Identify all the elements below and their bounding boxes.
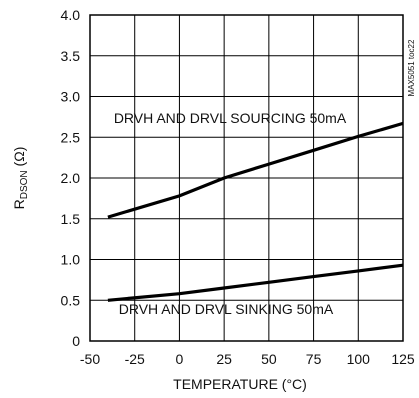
x-tick-label: 125: [391, 351, 415, 367]
x-tick-label: 100: [347, 351, 371, 367]
series-lines: [107, 121, 404, 302]
y-axis-label-main: R: [11, 199, 27, 209]
series-label-sourcing: DRVH AND DRVL SOURCING 50mA: [114, 110, 347, 126]
y-tick-label: 2.0: [61, 170, 81, 186]
y-axis-label-unit: (Ω): [11, 147, 27, 171]
grid: [89, 14, 404, 342]
y-tick-label: 4.0: [61, 7, 81, 23]
x-tick-label: 0: [176, 351, 184, 367]
x-tick-label: 50: [261, 351, 277, 367]
figure-code-watermark: MAX5051 toc22: [407, 39, 416, 96]
y-tick-label: 1.5: [61, 211, 81, 227]
x-tick-labels: -50 -25 0 25 50 75 100 125: [80, 351, 415, 367]
x-tick-label: -25: [125, 351, 145, 367]
y-tick-label: 1.0: [61, 252, 81, 268]
y-axis-label: RDSON (Ω): [11, 147, 30, 210]
y-tick-label: 0.5: [61, 292, 81, 308]
x-tick-label: 75: [306, 351, 322, 367]
x-axis-label: TEMPERATURE (°C): [173, 376, 307, 392]
y-tick-label: 0: [72, 333, 80, 349]
series-line-sinking: [107, 263, 404, 302]
x-tick-label: 25: [216, 351, 232, 367]
y-tick-labels: 0 0.5 1.0 1.5 2.0 2.5 3.0 3.5 4.0: [61, 7, 81, 349]
y-axis-label-sub: DSON: [19, 170, 30, 199]
y-tick-label: 3.5: [61, 48, 81, 64]
series-line-sourcing: [107, 121, 404, 219]
x-tick-label: -50: [80, 351, 100, 367]
series-label-sinking: DRVH AND DRVL SINKING 50mA: [119, 301, 334, 317]
y-tick-label: 3.0: [61, 89, 81, 105]
plot-frame: [89, 14, 404, 342]
y-tick-label: 2.5: [61, 129, 81, 145]
